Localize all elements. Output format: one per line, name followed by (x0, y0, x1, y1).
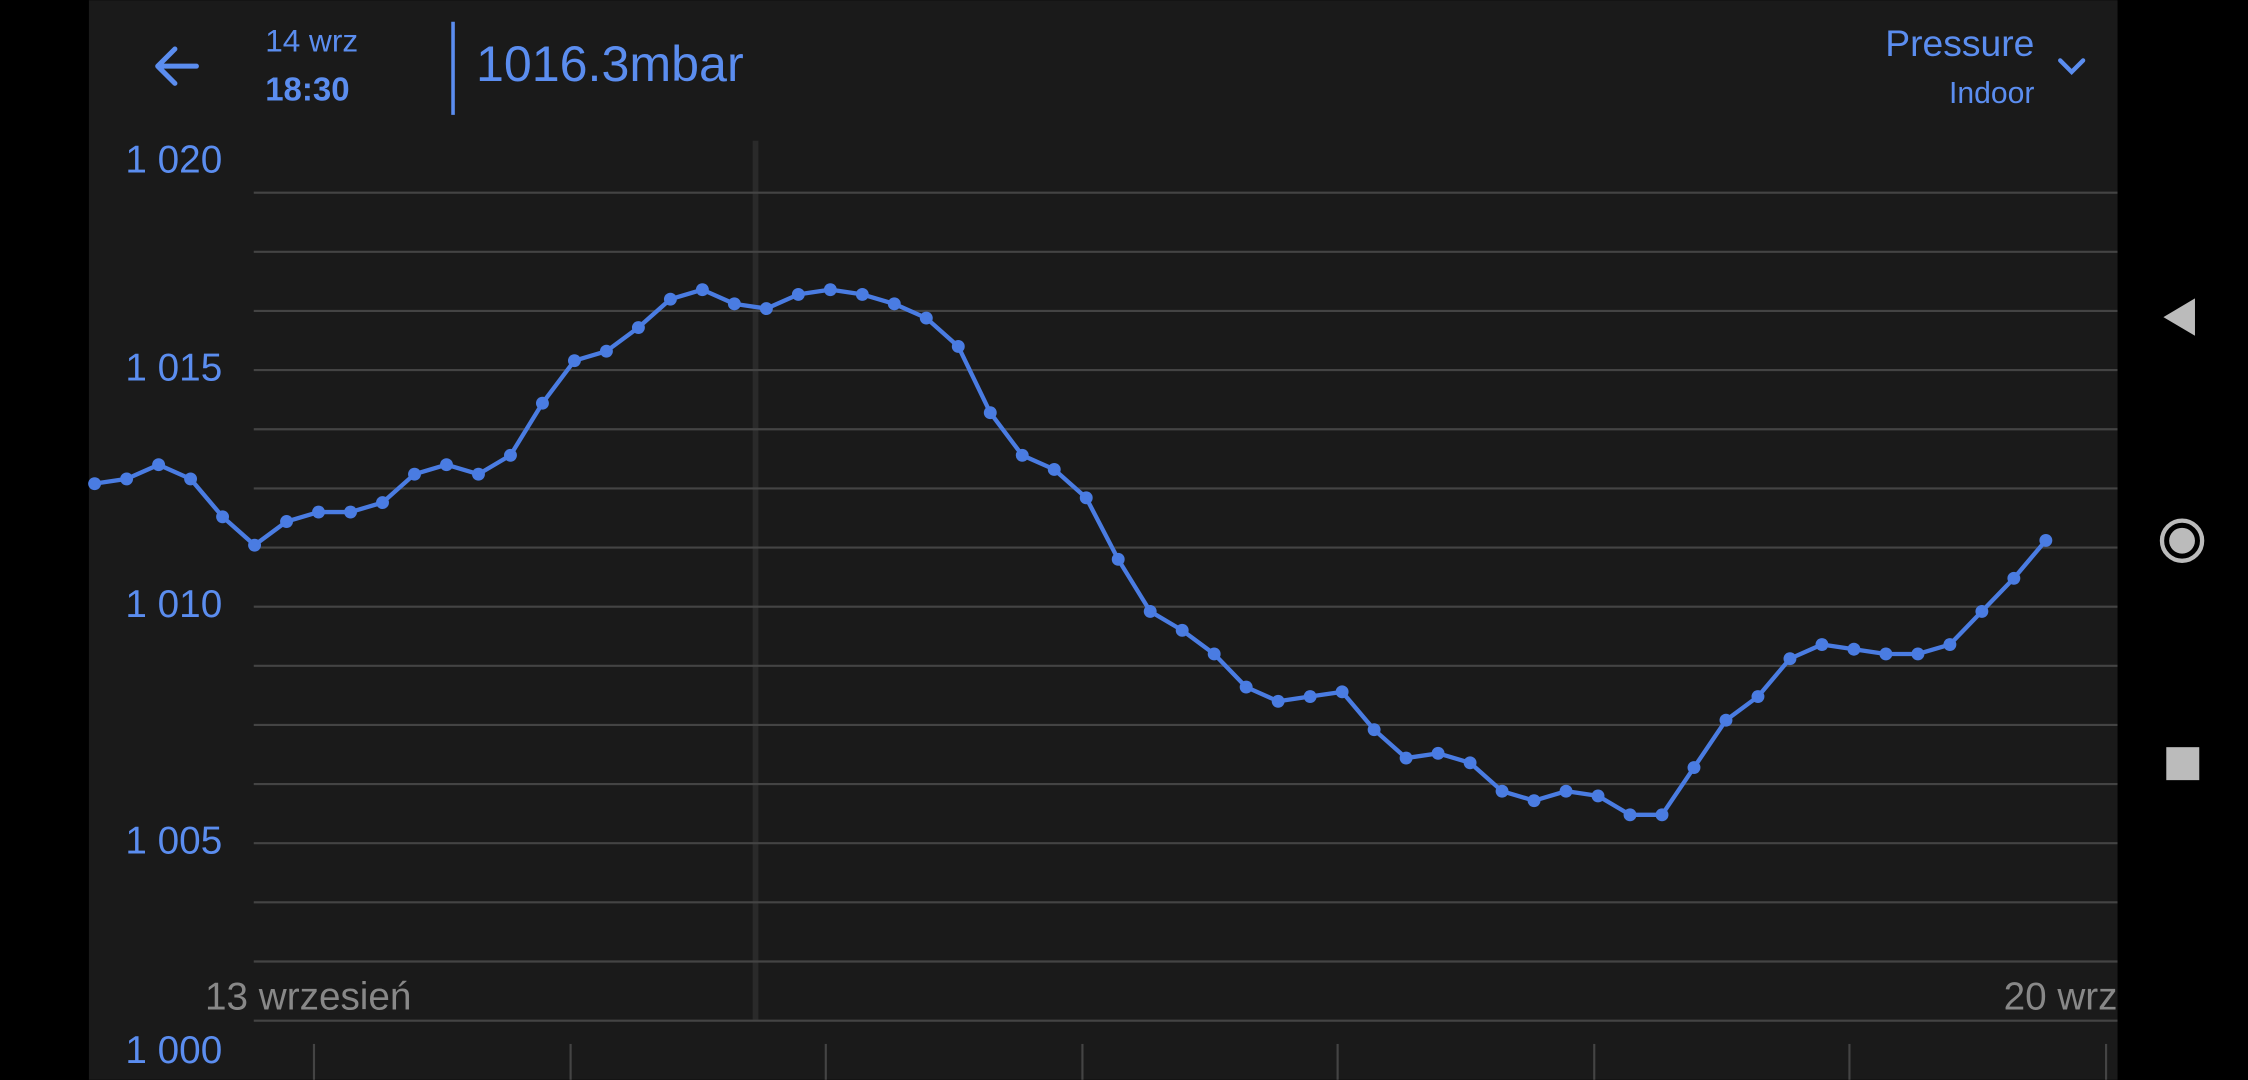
data-point (216, 510, 230, 524)
data-point (1079, 491, 1093, 505)
data-point (280, 515, 293, 528)
data-point (823, 283, 837, 297)
back-button[interactable] (155, 46, 199, 86)
data-point (1399, 751, 1413, 765)
data-point (440, 458, 453, 472)
metric-selector[interactable]: Pressure (1885, 22, 2034, 64)
app-area (88, 0, 2118, 1080)
data-point (663, 292, 677, 306)
data-point (1623, 808, 1637, 822)
data-point (344, 505, 357, 519)
data-point (1879, 647, 1893, 661)
data-point (1239, 680, 1253, 694)
x-label: 20 wrz (2004, 976, 2118, 1019)
data-point (2007, 571, 2021, 585)
data-point (472, 467, 485, 481)
data-point (88, 477, 102, 491)
data-point (2039, 533, 2053, 547)
data-point (1303, 690, 1317, 704)
y-tick-label: 1 020 (125, 138, 222, 181)
data-point (184, 472, 198, 486)
data-point (312, 505, 325, 519)
data-point (1143, 604, 1157, 618)
y-tick-label: 1 005 (125, 819, 222, 862)
data-point (791, 287, 805, 301)
data-point (1335, 685, 1349, 699)
y-tick-label: 1 015 (125, 346, 222, 389)
nav-recents[interactable] (2166, 747, 2200, 781)
data-point (376, 496, 389, 510)
data-point (1527, 794, 1541, 808)
time: 18:30 (265, 71, 349, 108)
data-point (1367, 723, 1381, 737)
data-point (727, 297, 741, 311)
data-point (535, 396, 549, 410)
location: Indoor (1949, 77, 2034, 110)
data-point (1207, 647, 1221, 661)
data-point (567, 354, 581, 368)
data-point (1815, 638, 1829, 651)
dropdown-arrow[interactable] (2058, 58, 2086, 75)
data-point (1431, 746, 1445, 760)
y-tick-label: 1 000 (125, 1029, 222, 1072)
data-point (1271, 694, 1285, 708)
data-point (1719, 713, 1733, 727)
data-point (1495, 784, 1509, 798)
data-point (695, 283, 709, 297)
data-point (759, 302, 773, 316)
data-point (408, 467, 421, 481)
y-tick-label: 1 010 (125, 583, 222, 626)
data-point (120, 472, 134, 486)
data-point (504, 448, 517, 462)
data-point (1047, 463, 1061, 476)
data-point (1015, 448, 1029, 462)
x-label: 13 wrzesień (205, 976, 411, 1019)
data-point (1911, 647, 1925, 661)
reading: 1016.3mbar (476, 36, 744, 92)
data-point (1111, 552, 1125, 566)
data-point (631, 321, 645, 334)
data-point (1783, 652, 1797, 666)
data-point (1655, 808, 1669, 822)
data-point (1463, 756, 1477, 770)
data-point (1175, 623, 1189, 637)
data-point (152, 458, 166, 472)
date: 14 wrz (265, 23, 358, 59)
data-point (1751, 690, 1765, 704)
data-point (887, 297, 901, 311)
data-point (1591, 789, 1605, 803)
data-point (1559, 784, 1573, 798)
nav-home-dot (2169, 527, 2195, 554)
data-point (1975, 604, 1989, 618)
data-point (248, 538, 262, 552)
nav-back[interactable] (2163, 298, 2195, 336)
data-point (1847, 642, 1861, 656)
data-point (951, 340, 965, 353)
data-point (919, 311, 933, 325)
data-point (983, 406, 997, 420)
data-point (599, 344, 613, 358)
data-point (855, 287, 869, 301)
data-point (1943, 638, 1957, 651)
nav-home[interactable] (2159, 518, 2205, 563)
data-point (1687, 761, 1701, 774)
